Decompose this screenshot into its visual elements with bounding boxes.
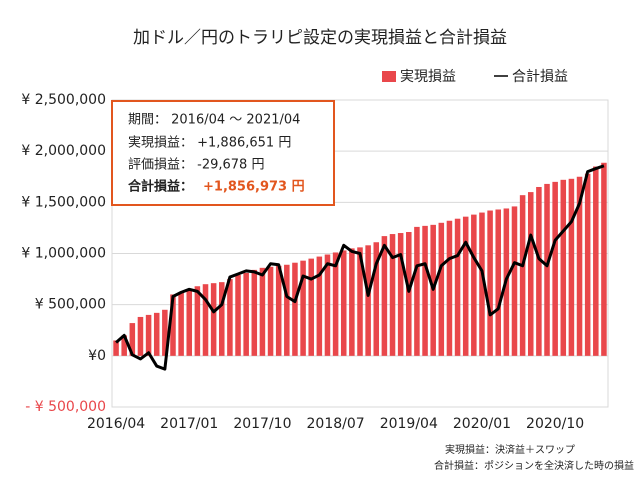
bar: [389, 234, 396, 356]
bar: [227, 279, 233, 356]
bar: [275, 265, 282, 356]
bar: [560, 179, 567, 356]
bar: [446, 220, 453, 356]
bar: [210, 283, 217, 356]
x-tick-label: 2020/10: [526, 416, 584, 432]
y-tick-label: ¥0: [88, 348, 106, 364]
bar: [373, 242, 380, 356]
bar: [292, 262, 298, 356]
summary-total-label: 合計損益：: [128, 179, 193, 195]
bar: [202, 284, 209, 356]
bar: [219, 282, 225, 356]
bar: [552, 181, 558, 356]
bar: [121, 335, 127, 356]
bar: [576, 176, 583, 356]
bar: [462, 216, 469, 356]
bar: [243, 272, 249, 356]
bar: [235, 274, 241, 356]
legend-label: 合計損益: [512, 69, 568, 85]
footnote: 実現損益：決済益＋スワップ: [445, 443, 575, 456]
bar: [340, 250, 347, 356]
y-tick-label: ¥ 1,000,000: [21, 246, 106, 262]
line: [115, 164, 605, 371]
y-tick-label: ¥ 2,500,000: [21, 92, 106, 108]
bar: [113, 340, 119, 356]
bar: [527, 192, 534, 356]
bar: [454, 218, 461, 356]
summary-period: 期間： 2016/04 ～ 2021/04: [128, 113, 300, 128]
bar: [593, 166, 599, 356]
bar: [511, 206, 518, 356]
bar: [153, 312, 160, 356]
bar: [414, 226, 420, 356]
bar: [471, 214, 477, 356]
summary-total-value: +1,856,973 円: [203, 180, 305, 195]
bar: [332, 252, 339, 356]
x-tick-label: 2019/04: [380, 416, 438, 432]
summary-realized: 実現損益： +1,886,651 円: [128, 135, 291, 151]
bar: [381, 236, 388, 356]
bar: [316, 256, 323, 356]
legend-label: 実現損益: [400, 69, 456, 85]
bar: [495, 209, 501, 356]
y-tick-label: ¥ 2,000,000: [21, 143, 106, 159]
bar: [536, 186, 542, 356]
y-tick-label: - ¥ 500,000: [25, 399, 106, 415]
bar: [487, 210, 493, 356]
bar: [145, 314, 152, 356]
bar: [267, 266, 274, 356]
bar: [544, 183, 550, 356]
bar: [137, 316, 144, 356]
bar: [284, 264, 290, 356]
bar: [251, 269, 258, 356]
bar: [422, 225, 428, 356]
bar: [129, 323, 136, 356]
summary-unrealized: 評価損益： -29,678 円: [128, 158, 264, 173]
bar: [584, 173, 591, 356]
bar: [568, 178, 575, 356]
bar: [397, 233, 404, 356]
x-tick-label: 2020/01: [453, 416, 511, 432]
x-tick-label: 2017/10: [233, 416, 291, 432]
bar: [519, 195, 526, 356]
bar: [406, 232, 412, 356]
bar: [259, 267, 266, 356]
bar: [178, 292, 184, 356]
bar: [308, 258, 314, 356]
summary-box: [111, 100, 335, 206]
legend-swatch: [382, 71, 396, 82]
bar: [438, 222, 445, 356]
x-tick-label: 2017/01: [160, 416, 218, 432]
y-tick-label: ¥ 1,500,000: [21, 194, 106, 210]
bar: [349, 248, 355, 356]
bar: [170, 294, 176, 356]
chart-title: 加ドル／円のトラリピ設定の実現損益と合計損益: [133, 28, 507, 48]
bar: [162, 309, 168, 356]
bar: [479, 212, 485, 356]
bar: [601, 162, 607, 356]
y-tick-label: ¥ 500,000: [35, 297, 106, 313]
bar: [186, 289, 193, 356]
bar: [324, 254, 331, 356]
x-tick-label: 2018/07: [307, 416, 365, 432]
bar: [300, 260, 306, 356]
bar: [357, 247, 363, 356]
bar: [365, 245, 371, 356]
x-tick-label: 2016/04: [87, 416, 145, 432]
bar: [194, 286, 201, 356]
footnote: 合計損益：ポジションを全決済した時の損益: [434, 459, 634, 472]
